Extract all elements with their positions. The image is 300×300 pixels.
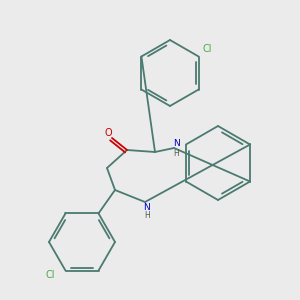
Text: Cl: Cl (46, 270, 56, 280)
Text: N: N (144, 202, 150, 211)
Text: N: N (172, 139, 179, 148)
Text: H: H (144, 211, 150, 220)
Text: O: O (104, 128, 112, 138)
Text: Cl: Cl (202, 44, 212, 53)
Text: H: H (173, 148, 179, 158)
